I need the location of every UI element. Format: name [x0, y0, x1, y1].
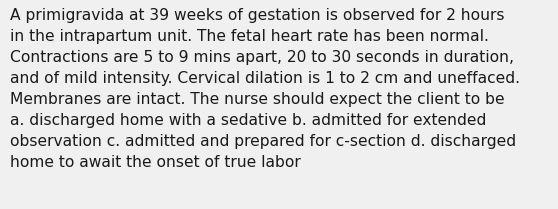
Text: A primigravida at 39 weeks of gestation is observed for 2 hours
in the intrapart: A primigravida at 39 weeks of gestation … [10, 8, 520, 170]
